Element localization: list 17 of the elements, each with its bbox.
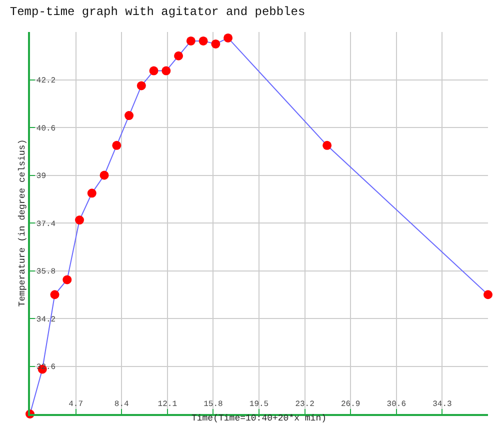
y-tick-label: 39: [36, 172, 46, 182]
y-tick-label: 35.8: [36, 268, 56, 277]
x-tick-label: 23.2: [295, 400, 315, 409]
x-tick-label: 30.6: [386, 400, 406, 409]
x-tick-label: 12.1: [158, 400, 178, 409]
y-tick-label: 42.2: [36, 76, 56, 86]
x-tick-label: 8.4: [114, 400, 129, 409]
x-tick-label: 34.3: [432, 400, 452, 409]
x-tick-label: 4.7: [68, 400, 84, 409]
y-axis-title: Temperature (in degree celsius): [17, 139, 28, 307]
x-tick-label: 26.9: [341, 400, 360, 409]
chart-title: Temp-time graph with agitator and pebbles: [10, 5, 306, 20]
y-tick-label: 37.4: [36, 220, 56, 229]
y-tick-label: 40.6: [36, 124, 56, 134]
x-tick-label: 19.5: [249, 400, 269, 409]
x-tick-label: 15.8: [204, 400, 223, 409]
x-axis-title: Time(Time=10:40+20*x min): [191, 413, 327, 424]
